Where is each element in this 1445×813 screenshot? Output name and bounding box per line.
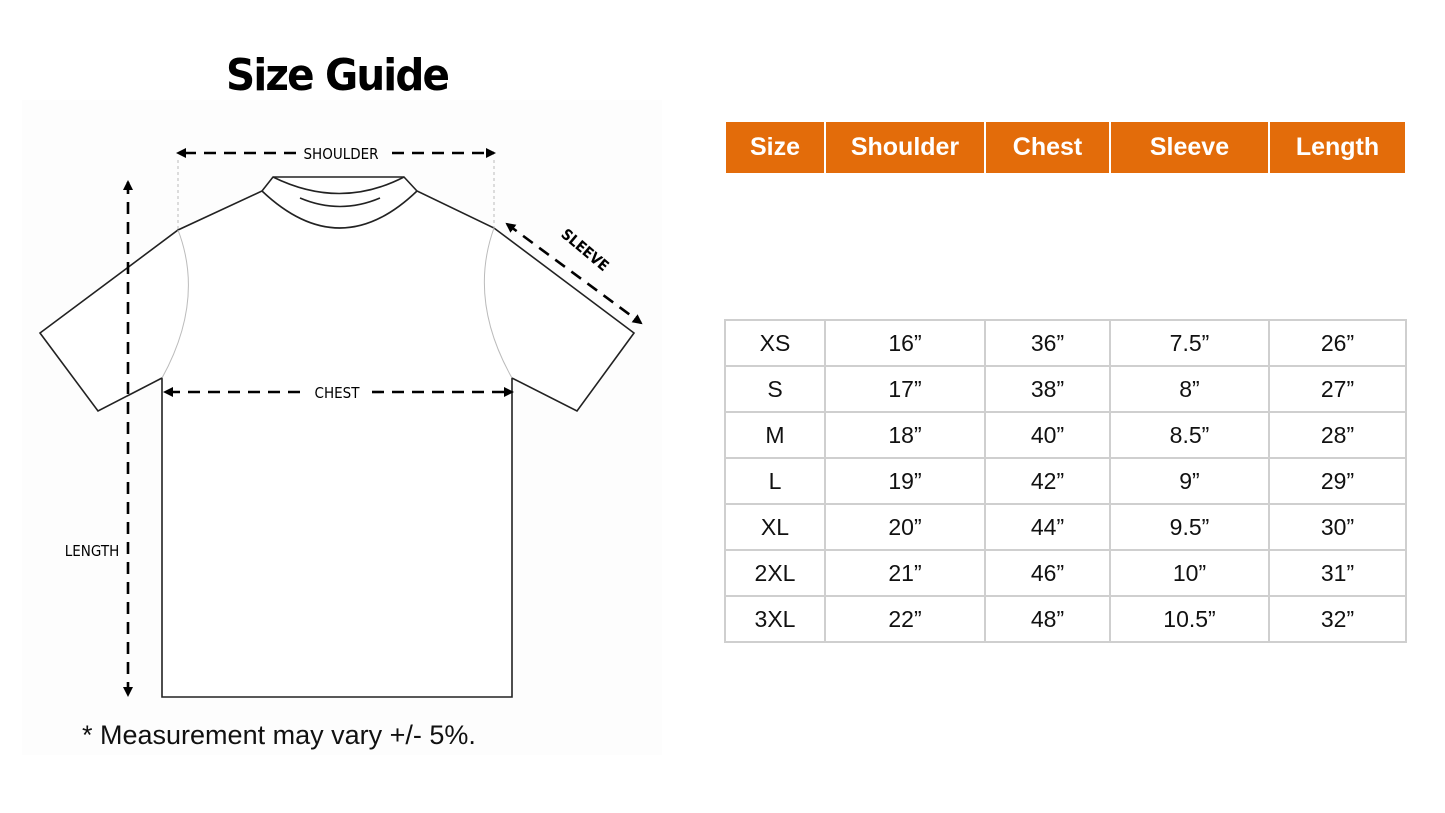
cell-chest: 38” xyxy=(984,365,1111,413)
cell-length: 28” xyxy=(1268,411,1407,459)
cell-shoulder: 19” xyxy=(824,457,986,505)
table-row: S 17” 38” 8” 27” xyxy=(724,365,1407,413)
size-table-header: Size Shoulder Chest Sleeve Length xyxy=(724,122,1407,173)
cell-size: 3XL xyxy=(724,595,826,643)
table-row: 2XL 21” 46” 10” 31” xyxy=(724,549,1407,597)
cell-chest: 46” xyxy=(984,549,1111,597)
tshirt-outline xyxy=(38,176,636,698)
cell-shoulder: 18” xyxy=(824,411,986,459)
cell-sleeve: 7.5” xyxy=(1109,319,1270,367)
cell-size: M xyxy=(724,411,826,459)
cell-sleeve: 9” xyxy=(1109,457,1270,505)
cell-sleeve: 8.5” xyxy=(1109,411,1270,459)
page-title: Size Guide xyxy=(226,50,450,101)
cell-length: 27” xyxy=(1268,365,1407,413)
table-row: L 19” 42” 9” 29” xyxy=(724,457,1407,505)
cell-sleeve: 10.5” xyxy=(1109,595,1270,643)
cell-shoulder: 17” xyxy=(824,365,986,413)
seam-lines xyxy=(161,160,513,379)
measurement-note: * Measurement may vary +/- 5%. xyxy=(82,720,476,750)
cell-chest: 42” xyxy=(984,457,1111,505)
cell-chest: 44” xyxy=(984,503,1111,551)
table-row: M 18” 40” 8.5” 28” xyxy=(724,411,1407,459)
cell-size: XL xyxy=(724,503,826,551)
cell-length: 32” xyxy=(1268,595,1407,643)
cell-sleeve: 10” xyxy=(1109,549,1270,597)
cell-size: L xyxy=(724,457,826,505)
cell-sleeve: 8” xyxy=(1109,365,1270,413)
cell-sleeve: 9.5” xyxy=(1109,503,1270,551)
header-chest: Chest xyxy=(984,122,1111,173)
length-label: LENGTH xyxy=(65,542,119,560)
cell-size: S xyxy=(724,365,826,413)
table-row: XS 16” 36” 7.5” 26” xyxy=(724,319,1407,367)
table-row: XL 20” 44” 9.5” 30” xyxy=(724,503,1407,551)
header-sleeve: Sleeve xyxy=(1109,122,1270,173)
cell-length: 31” xyxy=(1268,549,1407,597)
cell-length: 26” xyxy=(1268,319,1407,367)
cell-chest: 48” xyxy=(984,595,1111,643)
sleeve-label: SLEEVE xyxy=(558,225,613,275)
cell-shoulder: 16” xyxy=(824,319,986,367)
cell-length: 30” xyxy=(1268,503,1407,551)
header-size: Size xyxy=(724,122,826,173)
cell-length: 29” xyxy=(1268,457,1407,505)
cell-chest: 40” xyxy=(984,411,1111,459)
cell-shoulder: 20” xyxy=(824,503,986,551)
header-length: Length xyxy=(1268,122,1407,173)
cell-chest: 36” xyxy=(984,319,1111,367)
header-shoulder: Shoulder xyxy=(824,122,986,173)
cell-size: XS xyxy=(724,319,826,367)
table-row: 3XL 22” 48” 10.5” 32” xyxy=(724,595,1407,643)
cell-size: 2XL xyxy=(724,549,826,597)
chest-label: CHEST xyxy=(315,384,361,402)
cell-shoulder: 21” xyxy=(824,549,986,597)
shoulder-label: SHOULDER xyxy=(303,145,378,163)
sleeve-arrow xyxy=(505,222,643,325)
cell-shoulder: 22” xyxy=(824,595,986,643)
size-table: XS 16” 36” 7.5” 26” S 17” 38” 8” 27” M 18” 40” 8.5” 28… xyxy=(724,319,1407,643)
